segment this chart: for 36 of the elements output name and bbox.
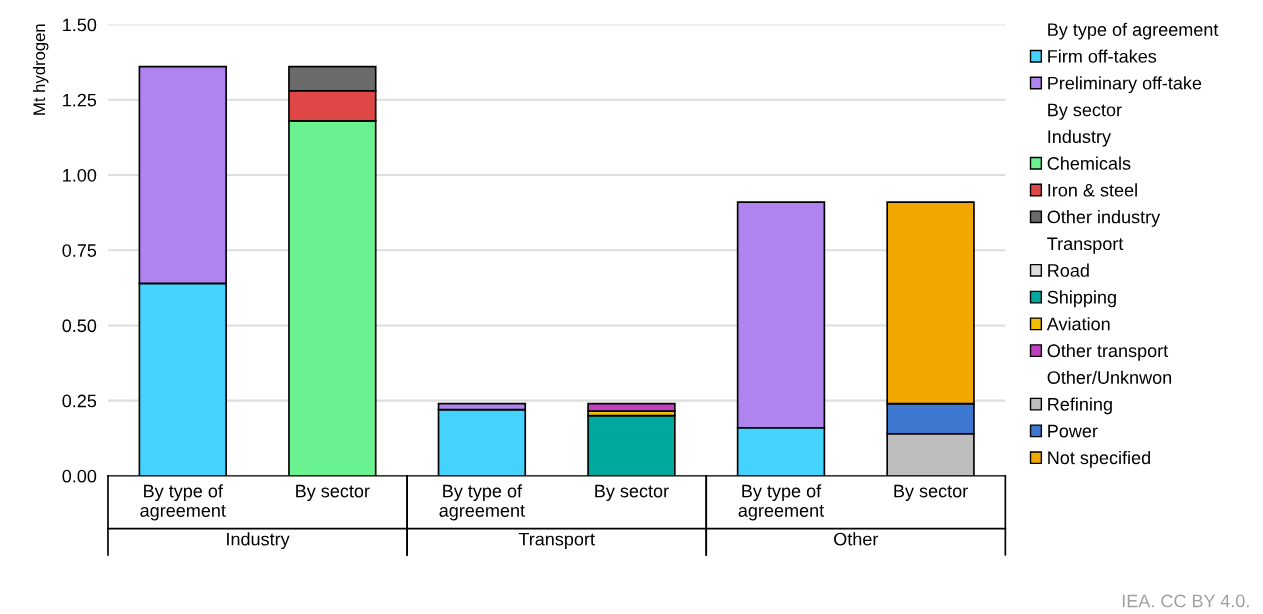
x-tick-label: By type of agreement [140, 484, 226, 521]
text: Other/Unknwon [1047, 370, 1172, 384]
text: By sector [1048, 103, 1122, 120]
legend-label: Power [1048, 424, 1098, 438]
text: By type of agreement [1048, 22, 1219, 40]
x-tick-label: By sector [296, 484, 370, 502]
legend-label: Iron & steel [1048, 183, 1137, 197]
text: IEA. CC BY 4.0. [1122, 594, 1249, 608]
legend-label: Not specified [1048, 450, 1150, 468]
y-tick-label: 1.50 [63, 18, 97, 32]
text: Industry [227, 532, 290, 550]
legend-label: Shipping [1047, 290, 1116, 308]
text: Transport [518, 532, 595, 550]
y-tick-label: 1.25 [63, 93, 97, 107]
text: Other [834, 532, 879, 546]
legend-label: Other transport [1047, 343, 1169, 361]
y-tick-label: 0.50 [62, 319, 97, 333]
legend-label: Preliminary off-take [1048, 76, 1202, 94]
y-tick-label: 1.00 [63, 168, 97, 182]
text: Industry [1048, 129, 1111, 147]
x-tick-label: By sector [894, 484, 968, 502]
y-tick-label: 0.25 [62, 394, 97, 408]
bar [587, 402, 676, 413]
x-tick-label: By sector [595, 484, 669, 502]
legend-label: Chemicals [1047, 156, 1131, 170]
legend-label: Road [1048, 263, 1089, 277]
legend-label: Firm off-takes [1048, 49, 1157, 63]
text: Transport [1047, 237, 1124, 254]
x-tick-label: By type of agreement [738, 484, 825, 521]
y-tick-label: 0.75 [62, 244, 97, 257]
legend-label: Other industry [1047, 210, 1161, 227]
x-tick-label: By type of agreement [439, 484, 525, 521]
legend-label: Aviation [1046, 317, 1110, 331]
y-axis-title: Mt hydrogen [32, 24, 49, 115]
y-tick-label: 0.00 [62, 469, 97, 483]
legend-label: Refining [1048, 397, 1112, 415]
